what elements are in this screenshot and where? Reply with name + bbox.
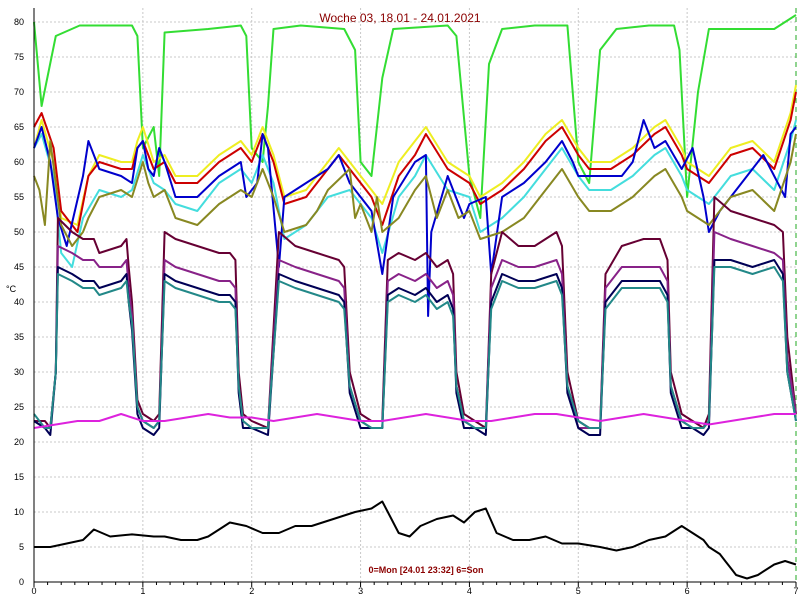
y-tick-label-55: 55 (14, 192, 24, 202)
chart-footer: 0=Mon [24.01 23:32] 6=Son (368, 565, 483, 575)
y-tick-label-20: 20 (14, 437, 24, 447)
y-tick-label-25: 25 (14, 402, 24, 412)
series-line-6 (33, 133, 797, 247)
x-tick-label-2: 2 (249, 586, 254, 596)
series-line-12 (34, 500, 797, 580)
series-line-1 (33, 14, 797, 219)
y-tick-label-15: 15 (14, 472, 24, 482)
x-tick-label-4: 4 (467, 586, 472, 596)
y-tick-label-80: 80 (14, 17, 24, 27)
y-tick-label-5: 5 (19, 542, 24, 552)
y-tick-label-50: 50 (14, 227, 24, 237)
series-line-5 (33, 119, 797, 317)
y-tick-label-10: 10 (14, 507, 24, 517)
y-tick-label-70: 70 (14, 87, 24, 97)
y-tick-label-65: 65 (14, 122, 24, 132)
x-tick-label-5: 5 (576, 586, 581, 596)
y-tick-label-40: 40 (14, 297, 24, 307)
series-line-3 (33, 91, 797, 233)
x-tick-label-7: 7 (793, 586, 798, 596)
y-tick-label-45: 45 (14, 262, 24, 272)
x-tick-label-6: 6 (685, 586, 690, 596)
y-tick-label-0: 0 (19, 577, 24, 587)
y-tick-label-75: 75 (14, 52, 24, 62)
series-line-2 (33, 84, 797, 226)
x-tick-label-0: 0 (31, 586, 36, 596)
series-line-4 (33, 119, 797, 268)
y-tick-label-35: 35 (14, 332, 24, 342)
y-axis-label: °C (6, 284, 17, 294)
y-tick-label-60: 60 (14, 157, 24, 167)
series-line-10 (33, 266, 797, 429)
y-tick-label-30: 30 (14, 367, 24, 377)
x-tick-label-3: 3 (358, 586, 363, 596)
series-line-11 (33, 413, 796, 429)
x-tick-label-1: 1 (140, 586, 145, 596)
chart-title: Woche 03, 18.01 - 24.01.2021 (319, 11, 481, 25)
